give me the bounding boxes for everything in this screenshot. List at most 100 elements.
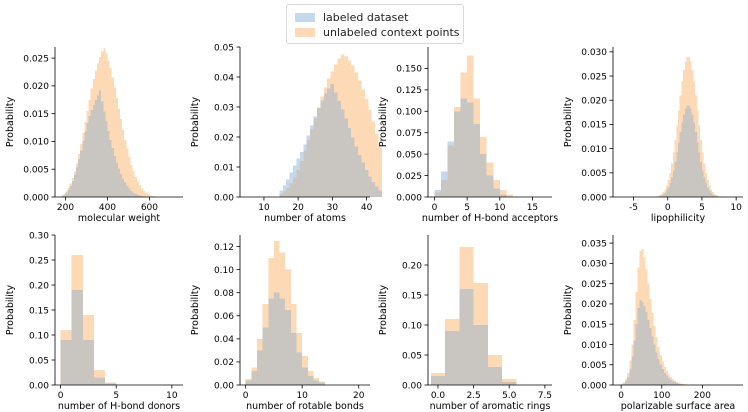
bar-labeled	[627, 376, 630, 385]
bar-labeled	[625, 380, 628, 385]
bar-labeled	[78, 159, 81, 197]
bar-labeled	[667, 187, 670, 197]
y-tick-label: 0.04	[214, 73, 234, 83]
y-tick-label: 0.10	[214, 266, 234, 276]
bar-labeled	[351, 137, 355, 197]
bar-unlabeled	[682, 383, 685, 385]
bar-labeled	[273, 292, 280, 385]
bar-labeled	[680, 384, 683, 385]
bar-labeled	[61, 195, 64, 197]
bar-unlabeled	[499, 190, 507, 197]
x-tick-label: 600	[141, 203, 158, 213]
bar-labeled	[657, 359, 660, 385]
y-tick-label: 0.010	[581, 341, 607, 351]
bar-unlabeled	[368, 110, 372, 197]
bar-labeled	[679, 132, 682, 197]
x-tick-label: 0	[618, 391, 624, 401]
y-tick-label: 0.05	[402, 351, 422, 361]
bar-labeled	[703, 177, 706, 197]
x-tick-label: 5	[113, 391, 119, 401]
bar-labeled-excess	[434, 190, 442, 193]
bar-labeled	[71, 290, 83, 385]
bar-unlabeled	[354, 72, 359, 197]
y-axis-label: Probability	[5, 97, 16, 148]
bar-unlabeled	[107, 60, 110, 198]
y-tick-label: 0.010	[23, 138, 49, 148]
bar-unlabeled	[351, 65, 355, 197]
bar-labeled	[693, 122, 696, 197]
y-tick-label: 0.075	[396, 129, 422, 139]
bar-labeled	[303, 150, 307, 197]
bar-labeled	[134, 193, 137, 197]
y-tick-label: 0.06	[214, 312, 234, 322]
bar-labeled-excess	[306, 135, 311, 140]
bar-unlabeled	[506, 194, 513, 197]
bar-labeled	[499, 194, 507, 197]
y-tick-label: 0.005	[581, 169, 607, 179]
bar-labeled	[686, 105, 689, 197]
x-tick-label: 2.5	[466, 391, 480, 401]
bar-labeled-excess	[441, 171, 448, 180]
y-tick-label: 0.00	[29, 381, 49, 391]
bar-labeled	[645, 312, 648, 385]
y-tick-label: 0.05	[214, 43, 234, 53]
bar-labeled	[361, 162, 365, 197]
bar-labeled	[63, 194, 66, 197]
bar-labeled	[86, 123, 89, 197]
bar-labeled	[113, 155, 116, 197]
bar-labeled-excess	[296, 158, 300, 170]
y-tick-label: 0.025	[581, 280, 607, 290]
bar-labeled	[701, 170, 704, 197]
y-tick-label: 0.025	[23, 54, 49, 64]
y-tick-label: 0.050	[396, 150, 422, 160]
bar-labeled	[94, 99, 97, 197]
bar-labeled	[653, 344, 656, 385]
bar-labeled	[132, 192, 135, 197]
bar-labeled	[358, 155, 362, 197]
bar-labeled	[285, 310, 291, 385]
bar-labeled	[700, 161, 702, 197]
bar-labeled	[487, 367, 503, 385]
bar-labeled	[368, 176, 372, 197]
bar-labeled	[447, 145, 455, 197]
bar-labeled	[493, 188, 500, 197]
y-tick-label: 0.015	[23, 110, 49, 120]
y-tick-label: 0.00	[214, 193, 234, 203]
bar-labeled	[299, 161, 304, 197]
bar-labeled	[708, 190, 711, 197]
bar-unlabeled	[375, 134, 379, 197]
bar-unlabeled	[149, 195, 152, 197]
bar-labeled-excess	[279, 190, 283, 194]
y-tick-label: 0.020	[23, 82, 49, 92]
x-tick-label: 40	[361, 203, 373, 213]
bar-labeled	[661, 369, 664, 385]
bar-labeled-excess	[282, 185, 287, 192]
bar-labeled	[316, 108, 321, 197]
bar-labeled	[293, 177, 297, 197]
bar-labeled	[662, 194, 665, 197]
y-tick-label: 0.030	[581, 48, 607, 58]
x-tick-label: 7.5	[538, 391, 552, 401]
bar-labeled	[117, 168, 121, 197]
bar-labeled	[712, 194, 714, 197]
bar-labeled	[675, 382, 678, 385]
bar-labeled	[256, 350, 263, 385]
bar-unlabeled	[132, 171, 135, 197]
y-tick-label: 0.20	[29, 281, 49, 291]
bar-labeled	[641, 301, 644, 385]
bar-labeled	[473, 124, 481, 197]
bar-labeled	[467, 102, 474, 197]
y-tick-label: 0.01	[214, 163, 234, 173]
x-axis-label: molecular weight	[78, 213, 160, 224]
bar-labeled	[99, 90, 102, 197]
bar-labeled	[88, 115, 91, 197]
bar-unlabeled	[371, 121, 376, 197]
y-tick-label: 0.010	[581, 145, 607, 155]
bar-labeled	[107, 130, 110, 197]
x-tick-label: 0	[243, 391, 249, 401]
y-tick-label: 0.025	[581, 72, 607, 82]
x-tick-label: 10	[730, 203, 742, 213]
legend-entry-labeled: labeled dataset	[295, 10, 408, 24]
